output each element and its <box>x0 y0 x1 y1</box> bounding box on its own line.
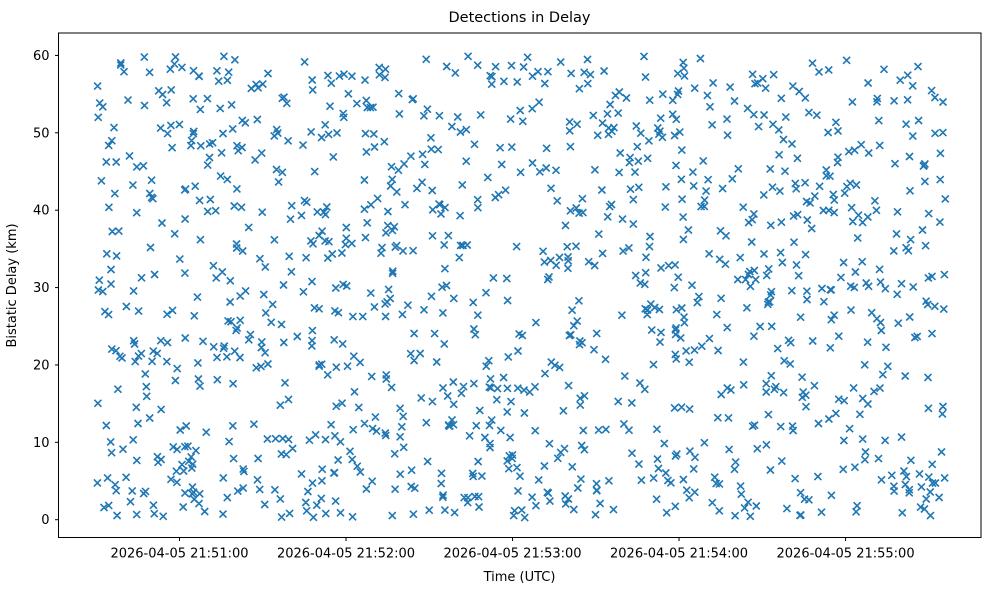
y-tick-label: 0 <box>41 513 49 528</box>
x-tick-label: 2026-04-05 21:55:00 <box>777 547 915 562</box>
x-axis-ticks: 2026-04-05 21:51:00 2026-04-05 21:52:00 20… <box>110 537 915 562</box>
chart-title: Detections in Delay <box>448 10 590 26</box>
x-tick-label: 2026-04-05 21:51:00 <box>110 547 248 562</box>
y-axis-label: Bistatic Delay (km) <box>5 223 20 347</box>
y-tick-label: 50 <box>33 126 50 141</box>
x-axis-label: Time (UTC) <box>483 570 556 585</box>
y-tick-label: 40 <box>33 204 50 219</box>
scatter-points <box>93 52 950 522</box>
plot-border <box>58 32 982 538</box>
y-tick-label: 60 <box>33 49 50 64</box>
y-tick-label: 20 <box>33 358 50 373</box>
x-tick-label: 2026-04-05 21:54:00 <box>610 547 748 562</box>
y-tick-label: 10 <box>33 436 50 451</box>
x-tick-label: 2026-04-05 21:52:00 <box>277 547 415 562</box>
scatter-points-group <box>93 52 950 522</box>
y-tick-label: 30 <box>33 281 50 296</box>
y-axis-ticks: 0 10 20 30 40 50 60 <box>33 49 59 528</box>
x-tick-label: 2026-04-05 21:53:00 <box>443 547 581 562</box>
